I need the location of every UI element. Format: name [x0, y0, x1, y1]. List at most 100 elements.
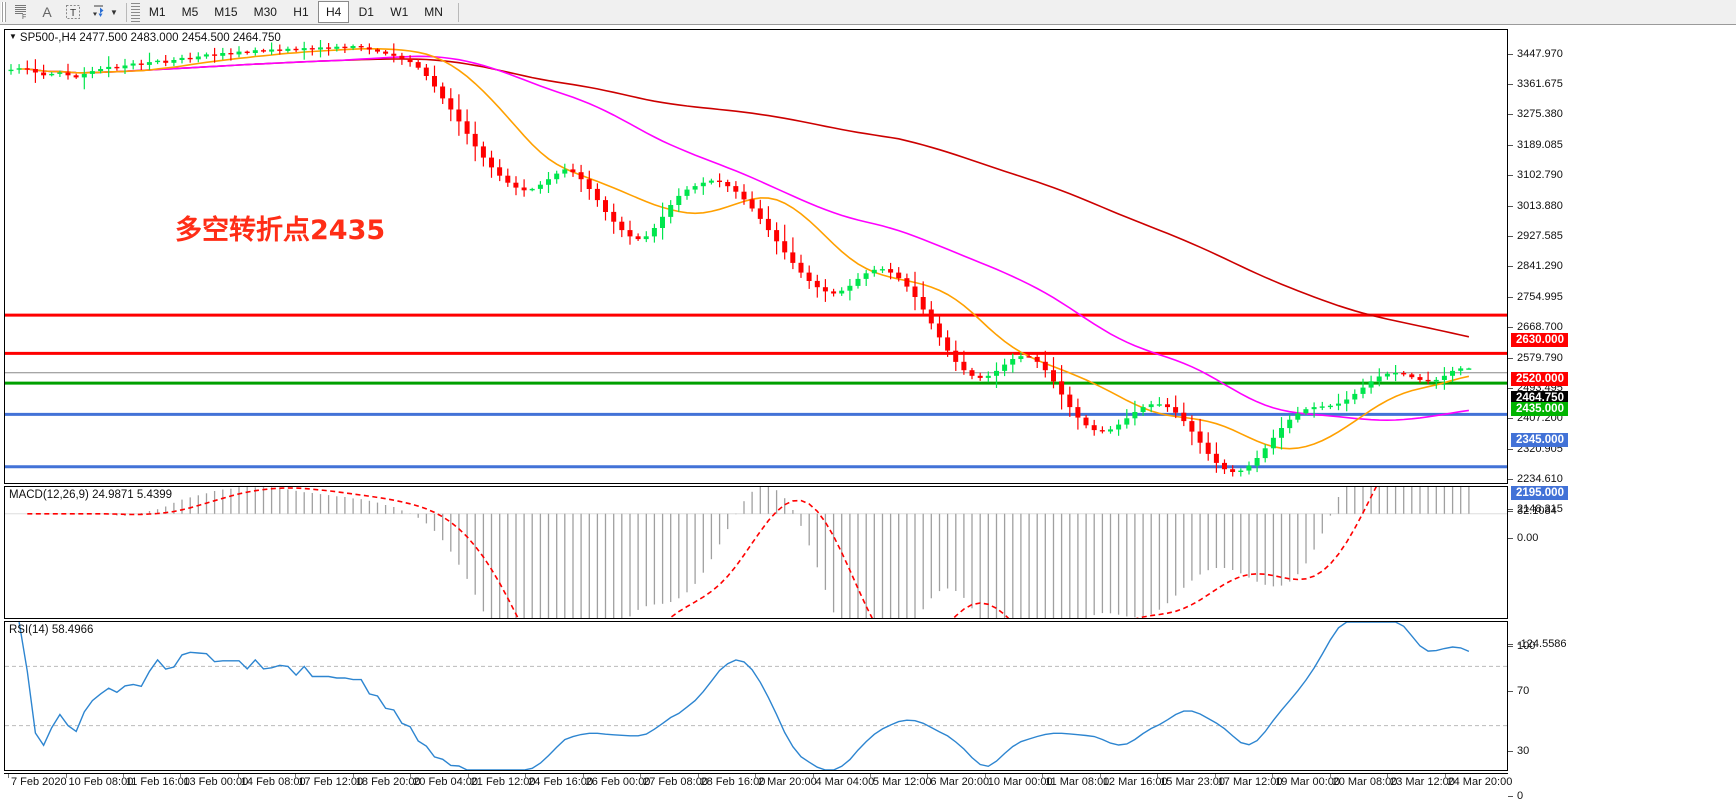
time-axis[interactable]: 7 Feb 2020 10 Feb 08:00 11 Feb 16:00 13 Feb…: [4, 773, 1512, 793]
time-tick: [582, 774, 584, 778]
rsi-pane[interactable]: RSI(14) 58.4966: [4, 621, 1508, 771]
price-label-resistance[interactable]: 2630.000: [1511, 333, 1568, 348]
time-label: 11 Mar 08:00: [1045, 776, 1110, 788]
time-tick: [927, 774, 929, 778]
price-axis-tick: 3102.790: [1508, 169, 1563, 181]
time-tick: [180, 774, 182, 778]
time-label: 24 Mar 20:00: [1447, 776, 1513, 788]
text-box-icon[interactable]: T: [60, 1, 86, 23]
dropdown-caret-icon[interactable]: ▼: [110, 7, 118, 17]
time-label: 4 Mar 04:00: [815, 776, 875, 788]
time-label: 14 Feb 08:00: [240, 776, 306, 788]
svg-text:T: T: [70, 8, 76, 19]
timeframe-mn[interactable]: MN: [424, 5, 443, 19]
time-tick: [697, 774, 699, 778]
time-tick: [1214, 774, 1216, 778]
time-tick: [410, 774, 412, 778]
text-label-icon[interactable]: A: [42, 4, 52, 20]
time-label: 27 Feb 08:00: [643, 776, 708, 788]
price-axis-tick: 2148.315: [1508, 503, 1563, 515]
macd-pane-info: MACD(12,26,9) 24.9871 5.4399: [9, 489, 173, 501]
price-axis-tick: 2234.610: [1508, 473, 1563, 485]
price-axis-tick: 3275.380: [1508, 108, 1563, 120]
timeframe-h1[interactable]: H1: [293, 5, 309, 19]
time-label: 6 Mar 20:00: [930, 776, 990, 788]
price-axis-tick: 3013.880: [1508, 200, 1563, 212]
price-label-resistance[interactable]: 2520.000: [1511, 371, 1568, 386]
time-label: 17 Mar 12:00: [1217, 776, 1283, 788]
time-label: 18 Feb 20:00: [355, 776, 421, 788]
rsi-axis-tick: 0: [1508, 790, 1523, 802]
timeframe-grip[interactable]: [130, 2, 140, 22]
timeframe-h4[interactable]: H4: [317, 1, 350, 23]
time-tick: [122, 774, 124, 778]
macd-plot-layer: [5, 487, 1507, 618]
timeframe-m1[interactable]: M1: [148, 5, 166, 19]
macd-scale-axis[interactable]: 32.1084 0.00 -124.5586: [1508, 505, 1736, 650]
svg-text:F: F: [22, 14, 26, 20]
rsi-axis-tick: 100: [1508, 640, 1535, 652]
price-axis-tick: 2927.585: [1508, 230, 1563, 242]
time-label: 7 Feb 2020: [11, 776, 67, 788]
price-label-support[interactable]: 2345.000: [1511, 433, 1568, 448]
time-label: 2 Mar 20:00: [758, 776, 817, 788]
time-label: 15 Mar 23:00: [1160, 776, 1226, 788]
chart-annotation: 多空转折点2435: [175, 215, 386, 246]
timeframe-m30[interactable]: M30: [253, 5, 277, 19]
time-label: 20 Mar 08:00: [1332, 776, 1398, 788]
time-tick: [1157, 774, 1159, 778]
rsi-plot-layer: [5, 622, 1507, 770]
pane-collapse-caret-icon[interactable]: ▼: [9, 32, 17, 41]
macd-pane[interactable]: MACD(12,26,9) 24.9871 5.4399: [4, 486, 1508, 619]
time-label: 24 Feb 16:00: [528, 776, 594, 788]
shapes-icon[interactable]: [86, 1, 112, 23]
price-axis-tick: 3361.675: [1508, 78, 1563, 90]
time-label: 17 Feb 12:00: [298, 776, 364, 788]
rsi-pane-info: RSI(14) 58.4966: [9, 624, 94, 636]
toolbar-drag-handle[interactable]: [1, 2, 6, 22]
time-tick: [237, 774, 239, 778]
chart-area: ▼ SP500-,H4 2477.500 2483.000 2454.500 24…: [0, 25, 1736, 802]
price-axis-tick: 3189.085: [1508, 139, 1563, 151]
time-label: 10 Feb 08:00: [68, 776, 134, 788]
main-toolbar: F A T ▼ M1 M5 M15 M30 H1 H4 D1 W1 MN: [0, 0, 1736, 25]
price-label-pivot[interactable]: 2435.000: [1511, 401, 1568, 416]
price-pane-info-text: SP500-,H4 2477.500 2483.000 2454.500 246…: [19, 32, 281, 44]
timeframe-d1[interactable]: D1: [358, 5, 374, 19]
time-tick: [525, 774, 527, 778]
time-label: 21 Feb 12:00: [470, 776, 536, 788]
time-label: 26 Feb 00:00: [585, 776, 651, 788]
time-label: 19 Mar 00:00: [1275, 776, 1341, 788]
time-label: 28 Feb 16:00: [700, 776, 766, 788]
time-tick: [1099, 774, 1101, 778]
time-tick: [1042, 774, 1044, 778]
time-tick: [755, 774, 756, 778]
price-pane-info: ▼ SP500-,H4 2477.500 2483.000 2454.500 24…: [9, 32, 281, 44]
time-label: 11 Feb 16:00: [125, 776, 190, 788]
price-axis-tick: 2841.290: [1508, 260, 1563, 272]
rsi-scale-axis[interactable]: 100 70 30 0: [1508, 640, 1736, 802]
toolbar-separator-2: [457, 2, 459, 22]
price-scale-axis[interactable]: 3447.970 3361.675 3275.380 3189.085 3102.790…: [1508, 48, 1736, 515]
crosshair-f-icon[interactable]: F: [8, 1, 34, 23]
time-label: 10 Mar 00:00: [987, 776, 1053, 788]
timeframe-group: M1 M5 M15 M30 H1 H4 D1 W1 MN: [142, 1, 450, 23]
time-label: 20 Feb 04:00: [413, 776, 479, 788]
price-axis-tick: 2754.995: [1508, 291, 1563, 303]
timeframe-w1[interactable]: W1: [390, 5, 409, 19]
time-label: 13 Feb 00:00: [183, 776, 249, 788]
rsi-axis-tick: 70: [1508, 685, 1529, 697]
timeframe-m15[interactable]: M15: [214, 5, 238, 19]
time-tick: [812, 774, 814, 778]
price-label-support[interactable]: 2195.000: [1511, 485, 1568, 500]
time-tick: [1329, 774, 1331, 778]
time-tick: [295, 774, 297, 778]
price-pane[interactable]: ▼ SP500-,H4 2477.500 2483.000 2454.500 24…: [4, 29, 1508, 484]
time-tick: [640, 774, 642, 778]
price-axis-tick: 2668.700: [1508, 321, 1563, 333]
time-tick: [1272, 774, 1274, 778]
macd-axis-tick: 32.1084: [1508, 505, 1557, 517]
rsi-axis-tick: 30: [1508, 745, 1529, 757]
macd-axis-tick: 0.00: [1508, 532, 1538, 544]
timeframe-m5[interactable]: M5: [181, 5, 199, 19]
